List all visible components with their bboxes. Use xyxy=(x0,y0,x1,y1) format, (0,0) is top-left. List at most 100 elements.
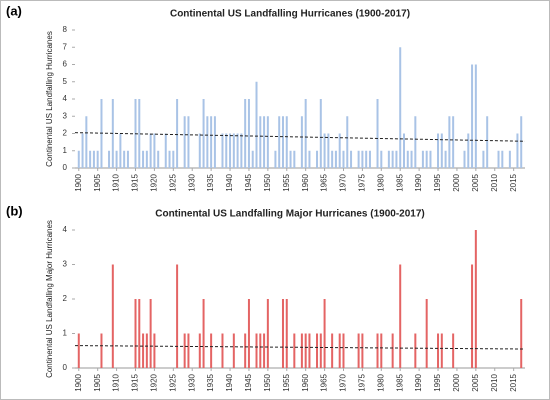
panel-label: (a) xyxy=(6,3,22,18)
x-tick-label: 1955 xyxy=(282,173,291,191)
y-tick-label: 2 xyxy=(63,294,68,303)
bar xyxy=(368,150,371,168)
bar xyxy=(138,99,141,168)
x-tick-label: 1965 xyxy=(320,173,329,191)
bar xyxy=(463,150,466,168)
x-tick-label: 1915 xyxy=(131,373,140,391)
x-tick-label: 1930 xyxy=(187,373,196,391)
x-tick-label: 1995 xyxy=(433,173,442,191)
bar xyxy=(380,150,383,168)
bar xyxy=(247,99,250,168)
bar xyxy=(474,230,477,368)
x-tick-label: 1965 xyxy=(320,373,329,391)
bar xyxy=(474,64,477,168)
bar xyxy=(266,299,269,368)
bar xyxy=(289,150,292,168)
x-tick-label: 1955 xyxy=(282,373,291,391)
bar xyxy=(467,133,470,168)
y-tick-label: 2 xyxy=(63,129,68,138)
bar xyxy=(244,333,247,368)
x-tick-label: 1915 xyxy=(131,173,140,191)
x-tick-label: 1905 xyxy=(93,173,102,191)
x-tick-label: 1920 xyxy=(150,373,159,391)
bar xyxy=(263,333,266,368)
bar xyxy=(520,299,523,368)
bar xyxy=(319,99,322,168)
bar xyxy=(229,133,232,168)
bar xyxy=(77,150,80,168)
x-tick-label: 1930 xyxy=(187,173,196,191)
bar xyxy=(508,150,511,168)
bar xyxy=(142,333,145,368)
bar xyxy=(134,299,137,368)
x-tick-label: 1960 xyxy=(301,373,310,391)
x-tick-label: 1995 xyxy=(433,373,442,391)
bar xyxy=(402,133,405,168)
bar xyxy=(108,150,111,168)
bar xyxy=(361,333,364,368)
x-tick-label: 1980 xyxy=(376,173,385,191)
x-tick-label: 1925 xyxy=(168,373,177,391)
bar xyxy=(300,333,303,368)
bar xyxy=(361,150,364,168)
bar xyxy=(380,333,383,368)
bar xyxy=(183,333,186,368)
x-tick-label: 1980 xyxy=(376,373,385,391)
bar xyxy=(497,150,500,168)
chart-title: Continental US Landfalling Hurricanes (1… xyxy=(170,9,410,20)
bar xyxy=(342,333,345,368)
y-tick-label: 5 xyxy=(63,77,68,86)
x-tick-label: 2000 xyxy=(452,373,461,391)
x-tick-label: 2005 xyxy=(471,373,480,391)
y-tick-label: 7 xyxy=(63,42,68,51)
bar xyxy=(425,299,428,368)
bar xyxy=(89,150,92,168)
x-tick-label: 2005 xyxy=(471,173,480,191)
bar xyxy=(414,333,417,368)
bar xyxy=(410,150,413,168)
bar xyxy=(100,333,103,368)
bar xyxy=(240,133,243,168)
bar xyxy=(92,150,95,168)
bar xyxy=(365,150,368,168)
bar xyxy=(350,150,353,168)
chart-title: Continental US Landfalling Major Hurrica… xyxy=(155,209,425,220)
bar xyxy=(520,116,523,168)
bar xyxy=(210,333,213,368)
bar xyxy=(187,333,190,368)
x-tick-label: 1900 xyxy=(74,373,83,391)
bar xyxy=(232,333,235,368)
bar xyxy=(85,116,88,168)
bar xyxy=(168,150,171,168)
bar xyxy=(293,150,296,168)
bar xyxy=(115,150,118,168)
bar xyxy=(251,150,254,168)
x-tick-label: 2010 xyxy=(490,373,499,391)
bar xyxy=(471,264,474,368)
bar xyxy=(391,333,394,368)
bar xyxy=(448,116,451,168)
bar xyxy=(331,333,334,368)
bar xyxy=(440,133,443,168)
trend-line xyxy=(74,132,526,142)
bar xyxy=(452,333,455,368)
bar xyxy=(244,99,247,168)
bar xyxy=(338,133,341,168)
bar xyxy=(300,116,303,168)
x-tick-label: 1940 xyxy=(225,173,234,191)
x-tick-label: 1990 xyxy=(414,173,423,191)
bar xyxy=(308,150,311,168)
bar xyxy=(149,133,152,168)
bar xyxy=(429,150,432,168)
bar xyxy=(236,133,239,168)
y-axis-label: Continental US Landfalling Hurricanes xyxy=(45,31,54,167)
y-tick-label: 3 xyxy=(63,260,68,269)
x-tick-label: 1970 xyxy=(339,173,348,191)
bar xyxy=(304,99,307,168)
y-tick-label: 4 xyxy=(63,225,68,234)
bar xyxy=(482,150,485,168)
bar xyxy=(421,150,424,168)
x-tick-label: 1990 xyxy=(414,373,423,391)
